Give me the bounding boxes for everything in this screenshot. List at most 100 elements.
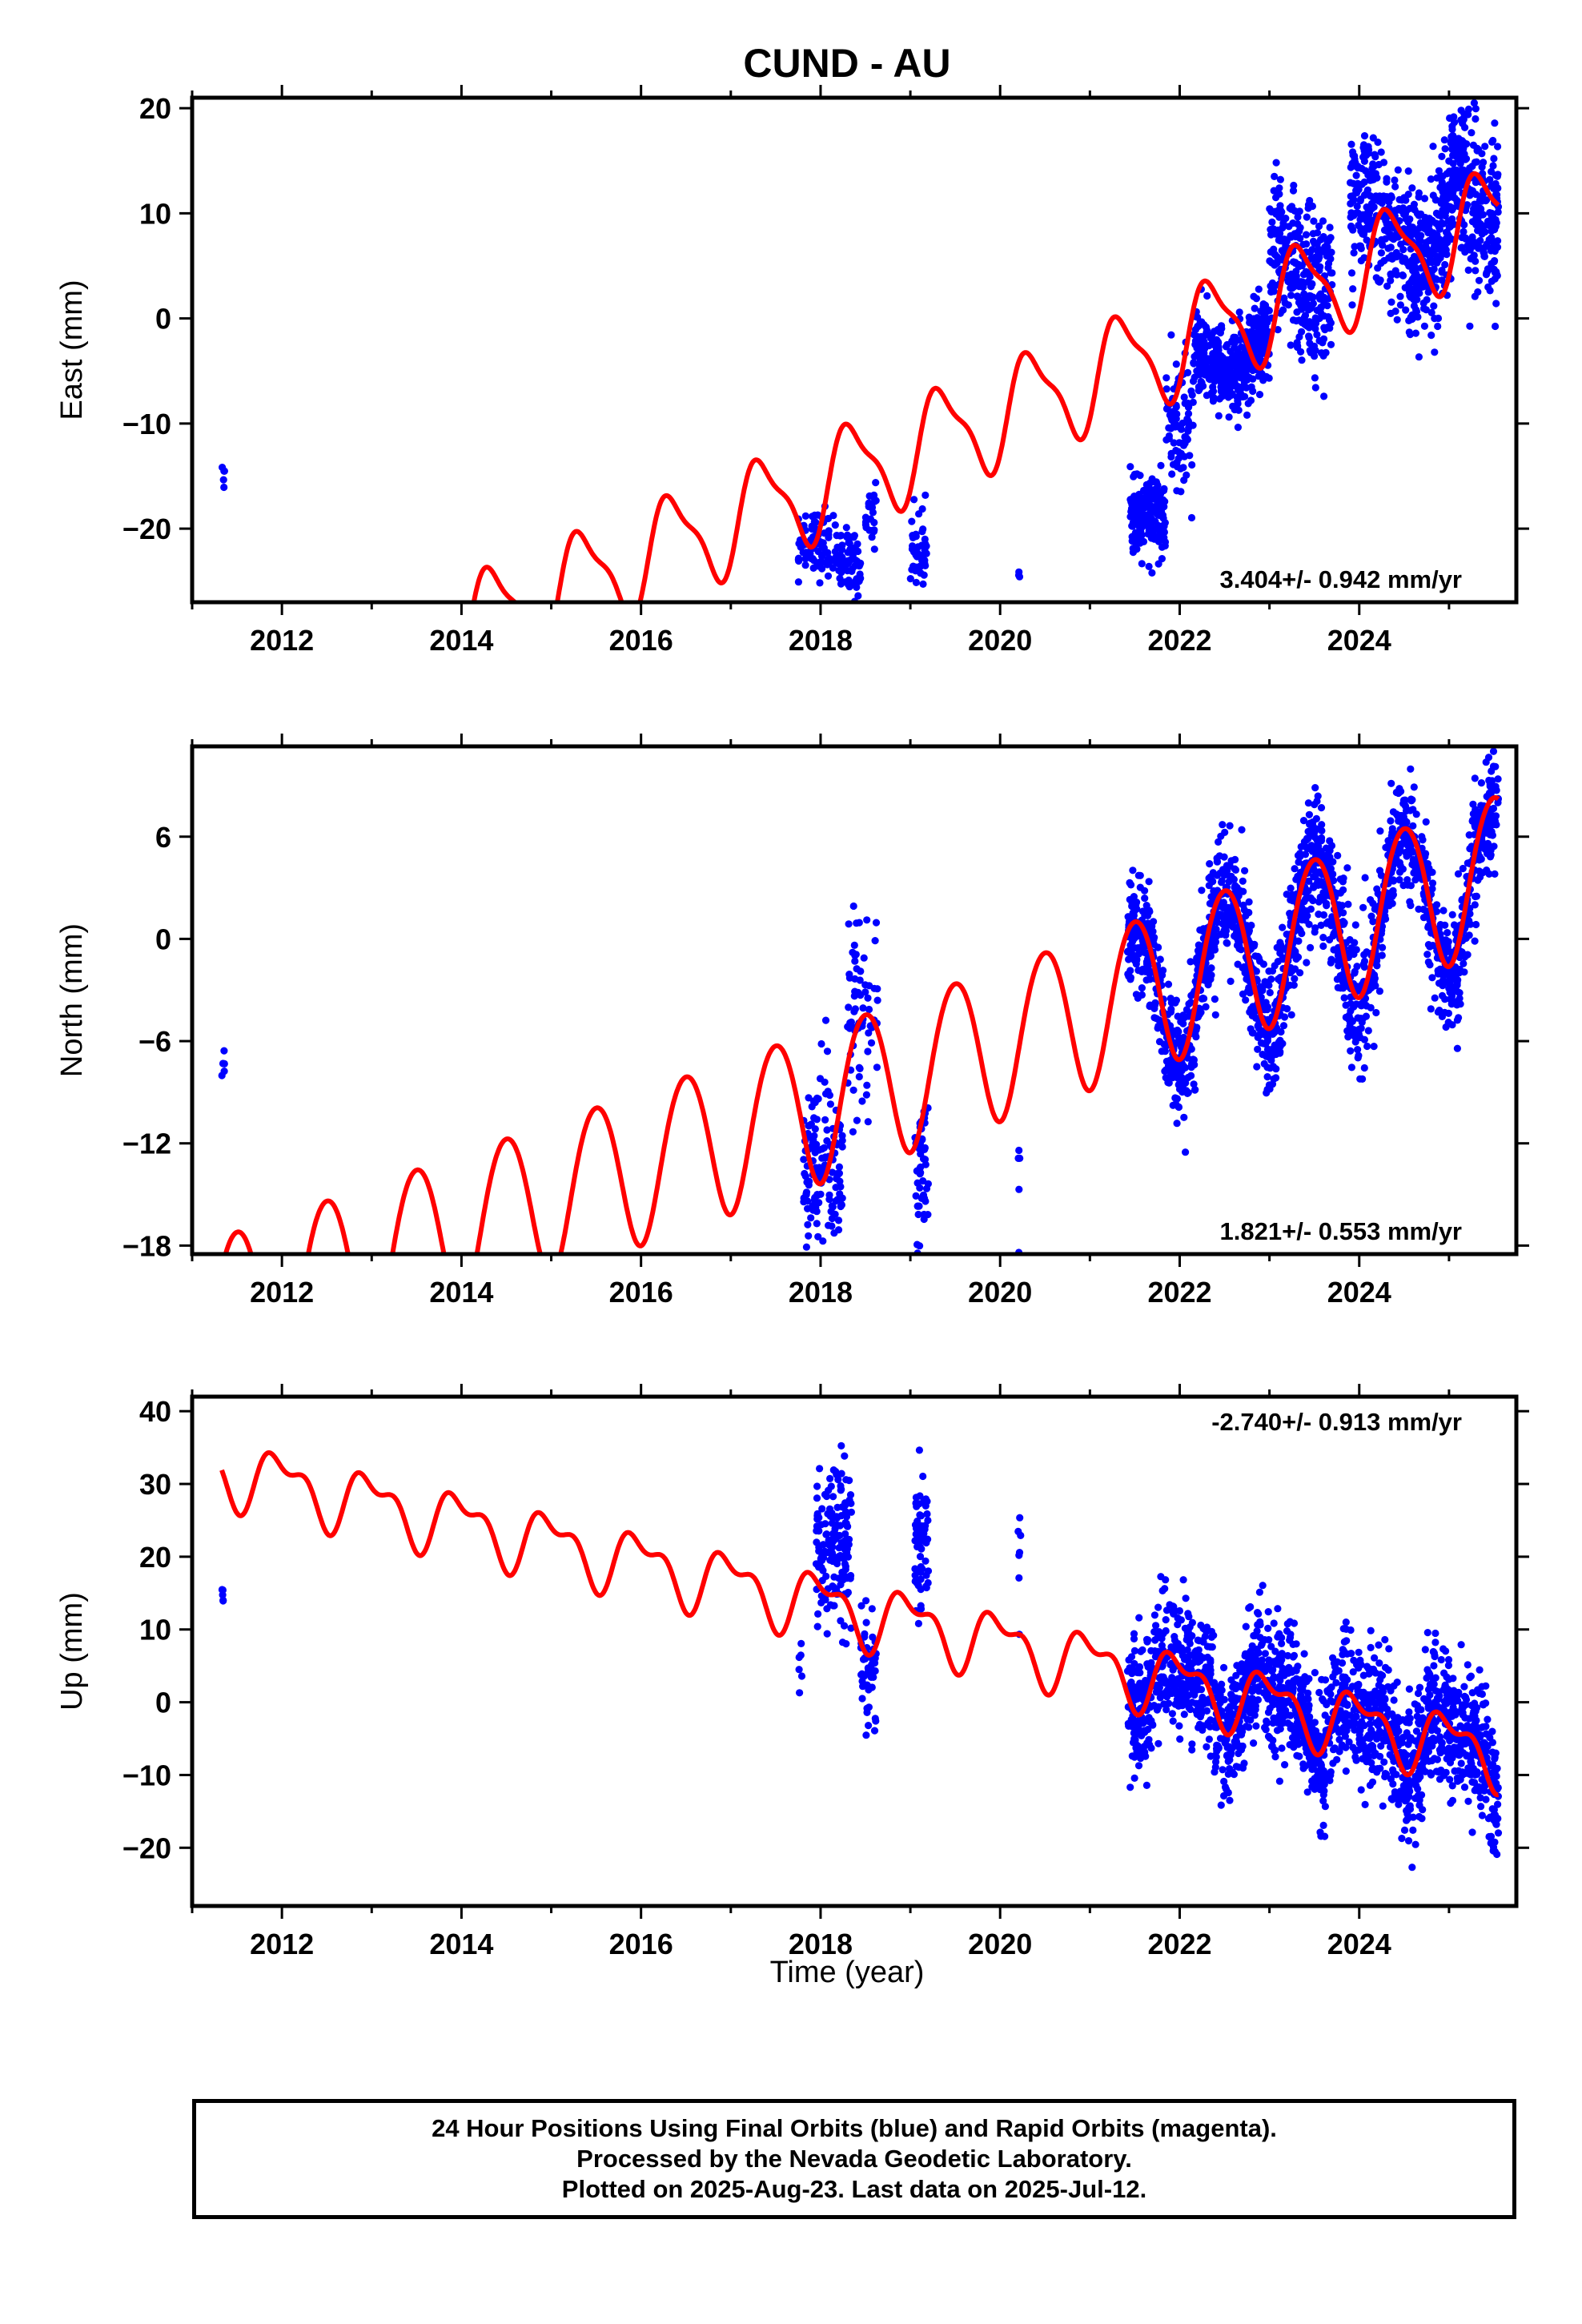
data-point xyxy=(1455,175,1463,183)
data-point xyxy=(1302,231,1311,239)
data-point xyxy=(909,564,918,572)
data-point xyxy=(1375,987,1383,995)
data-point xyxy=(1178,419,1186,428)
data-point xyxy=(862,1091,870,1099)
data-point xyxy=(1402,306,1410,314)
data-point xyxy=(841,578,849,586)
data-point xyxy=(1471,774,1479,782)
data-point xyxy=(829,512,837,520)
data-point xyxy=(1169,460,1178,468)
data-point xyxy=(1313,331,1321,339)
data-point xyxy=(1184,427,1192,436)
data-point xyxy=(916,1492,924,1500)
data-point xyxy=(1186,958,1195,966)
data-point xyxy=(1327,248,1335,256)
data-point xyxy=(1372,1008,1380,1017)
data-point xyxy=(1188,1746,1196,1754)
data-point xyxy=(1192,339,1200,347)
data-point xyxy=(1381,1635,1389,1644)
data-point xyxy=(1225,907,1233,915)
data-point xyxy=(1136,871,1144,879)
data-point xyxy=(1127,498,1135,506)
data-point xyxy=(1279,923,1287,931)
data-point xyxy=(1348,301,1356,309)
data-point xyxy=(803,1178,811,1186)
data-point xyxy=(1268,1052,1276,1060)
data-point xyxy=(1494,798,1502,806)
data-point xyxy=(1448,911,1456,919)
data-point xyxy=(842,524,850,532)
data-point xyxy=(1191,352,1199,360)
data-point xyxy=(817,1039,825,1048)
x-tick-label: 2016 xyxy=(609,1276,673,1309)
data-point xyxy=(1160,528,1168,537)
data-point xyxy=(825,1221,833,1229)
data-point xyxy=(1182,1006,1191,1014)
data-point xyxy=(1249,328,1257,336)
data-point xyxy=(1256,957,1264,965)
data-point xyxy=(1206,860,1214,868)
data-point xyxy=(1213,919,1221,927)
data-point xyxy=(862,1597,870,1605)
data-point xyxy=(1161,1585,1169,1593)
data-point xyxy=(848,567,856,576)
data-point xyxy=(1266,1064,1275,1072)
data-point xyxy=(869,1673,877,1681)
data-point xyxy=(1483,196,1491,204)
data-point xyxy=(1261,1650,1269,1658)
data-point xyxy=(1162,374,1170,382)
data-point xyxy=(1202,363,1210,371)
data-point xyxy=(1266,257,1274,265)
data-point xyxy=(830,1573,838,1581)
data-point xyxy=(1311,352,1319,360)
data-point xyxy=(1429,191,1437,199)
data-point xyxy=(1263,1073,1271,1081)
data-point xyxy=(1492,786,1500,794)
data-point xyxy=(1178,425,1186,433)
data-point xyxy=(1374,139,1382,147)
data-point xyxy=(1408,796,1416,804)
data-point xyxy=(1334,951,1342,959)
data-point xyxy=(1471,159,1480,167)
data-point xyxy=(1296,969,1304,977)
data-point xyxy=(1247,383,1255,391)
data-point xyxy=(1472,115,1480,123)
data-point xyxy=(1235,352,1243,360)
data-point xyxy=(861,988,869,996)
data-point xyxy=(1197,1621,1205,1630)
data-point xyxy=(1468,233,1476,241)
data-point xyxy=(1454,870,1463,878)
data-point xyxy=(1233,941,1242,950)
data-point xyxy=(1369,134,1377,142)
data-point xyxy=(920,571,928,579)
data-point xyxy=(1446,183,1454,191)
data-point xyxy=(1487,846,1495,854)
data-point xyxy=(916,1511,924,1519)
data-point xyxy=(1138,560,1146,568)
data-point xyxy=(1441,145,1449,153)
data-point xyxy=(1307,842,1315,850)
data-point xyxy=(805,1122,813,1130)
data-point xyxy=(1252,295,1260,303)
data-point xyxy=(1146,1001,1154,1009)
data-point xyxy=(856,1064,864,1072)
data-point xyxy=(849,1086,857,1094)
data-point xyxy=(1478,837,1486,846)
data-point xyxy=(1471,901,1479,909)
data-point xyxy=(1138,991,1146,999)
data-point xyxy=(1381,912,1389,920)
data-point xyxy=(1226,374,1234,383)
data-point xyxy=(1132,960,1140,968)
data-point xyxy=(818,1577,826,1585)
data-point xyxy=(1490,155,1498,163)
data-point xyxy=(1205,882,1213,890)
x-tick-label: 2016 xyxy=(609,624,673,657)
data-point xyxy=(1319,352,1327,360)
data-point xyxy=(1168,1710,1176,1718)
data-point xyxy=(1490,243,1498,251)
data-point xyxy=(822,1530,830,1538)
data-point xyxy=(1336,907,1344,915)
data-point xyxy=(1229,923,1237,931)
data-point xyxy=(1223,939,1231,947)
data-point xyxy=(1388,255,1396,263)
